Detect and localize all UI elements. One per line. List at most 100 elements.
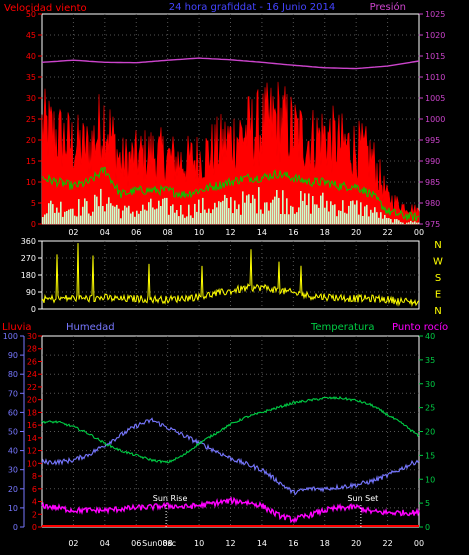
min-wind-bar [314, 204, 316, 224]
direction-line [41, 243, 420, 307]
min-wind-bar [276, 190, 278, 224]
humidity-tick-label: 40 [8, 447, 18, 456]
compass-letter: S [435, 273, 441, 284]
pressure-tick-label: 1010 [425, 73, 445, 82]
min-wind-bar [194, 203, 196, 224]
direction-tick-label: 0 [31, 305, 36, 314]
min-wind-bar [336, 216, 338, 224]
wind-x-tick-label: 08 [163, 228, 173, 237]
min-wind-bar [180, 205, 182, 224]
min-wind-bar [126, 207, 128, 224]
min-wind-bar [50, 200, 52, 224]
min-wind-bar [168, 214, 170, 224]
sunset-label: Sun Set [347, 494, 378, 503]
min-wind-bar [394, 219, 396, 224]
min-wind-bar [72, 208, 74, 224]
min-wind-bar [252, 194, 254, 224]
min-wind-bar [224, 194, 226, 224]
min-wind-bar [60, 201, 62, 224]
min-wind-bar [308, 193, 310, 224]
min-wind-bar [356, 200, 358, 224]
min-wind-bar [334, 204, 336, 224]
min-wind-bar [230, 197, 232, 224]
min-wind-bar [136, 210, 138, 224]
min-wind-bar [170, 206, 172, 224]
min-wind-bar [338, 210, 340, 224]
min-wind-bar [390, 219, 392, 224]
wind-x-tick-label: 20 [351, 228, 361, 237]
min-wind-bar [240, 214, 242, 224]
min-wind-bar [114, 206, 116, 224]
min-wind-bar [374, 207, 376, 224]
min-wind-bar [82, 206, 84, 224]
min-wind-bar [342, 200, 344, 224]
min-wind-bar [172, 204, 174, 224]
min-wind-bar [238, 204, 240, 224]
direction-tick-label: 270 [21, 254, 36, 263]
min-wind-bar [160, 206, 162, 224]
temp-x-tick-label: 22 [382, 539, 392, 548]
min-wind-bar [350, 201, 352, 224]
rain-tick-label: 26 [27, 357, 37, 366]
min-wind-bar [100, 188, 102, 224]
min-wind-bar [254, 198, 256, 224]
min-wind-bar [304, 193, 306, 224]
pressure-tick-label: 995 [425, 136, 440, 145]
wind-tick-label: 10 [26, 178, 36, 187]
humidity-tick-label: 0 [13, 523, 18, 532]
min-wind-bar [70, 208, 72, 224]
min-wind-bar [382, 218, 384, 224]
min-wind-bar [232, 213, 234, 224]
min-wind-bar [216, 207, 218, 224]
min-wind-bar [118, 208, 120, 224]
rain-tick-label: 6 [32, 485, 37, 494]
min-wind-bar [340, 210, 342, 224]
min-wind-bar [328, 211, 330, 224]
min-wind-bar [360, 202, 362, 224]
wind-tick-label: 30 [26, 94, 36, 103]
min-wind-bar [124, 205, 126, 224]
min-wind-bar [274, 196, 276, 224]
min-wind-bar [396, 219, 398, 224]
wind-line [41, 166, 420, 222]
pressure-right-axis-ticks: 975 980 985 990 995 1000 1005 1010 1015 1020 1025 [419, 10, 445, 229]
min-wind-bar [74, 215, 76, 224]
min-wind-bar [280, 214, 282, 224]
min-wind-bar [46, 213, 48, 224]
wind-left-axis-ticks: 0 5 10 15 20 25 30 35 40 45 50 [26, 10, 42, 229]
humidity-tick-label: 80 [8, 370, 18, 379]
direction-left-axis-ticks: 0 90 180 270 360 [21, 237, 42, 314]
min-wind-bar [310, 213, 312, 224]
min-wind-bar [300, 191, 302, 224]
min-wind-bar [56, 207, 58, 224]
rain-tick-label: 28 [27, 345, 37, 354]
temp-x-tick-label: 14 [257, 539, 267, 548]
pressure-tick-label: 1020 [425, 31, 445, 40]
temp-tick-label: 25 [425, 404, 435, 413]
min-wind-bar [288, 214, 290, 224]
min-wind-bar [318, 207, 320, 224]
min-wind-bar [154, 209, 156, 224]
temp-x-tick-label: 08 [163, 539, 173, 548]
min-wind-bar [128, 205, 130, 224]
wind-tick-label: 15 [26, 157, 36, 166]
min-wind-bar [42, 217, 44, 224]
wind-x-tick-label: 14 [257, 228, 267, 237]
min-wind-bar [96, 196, 98, 224]
humidity-label: Humedad [66, 322, 115, 333]
min-wind-bar [54, 212, 56, 224]
rain-tick-label: 4 [32, 498, 37, 507]
min-wind-bar [108, 197, 110, 224]
min-wind-bar [250, 203, 252, 224]
min-wind-bar [348, 205, 350, 224]
min-wind-bar [364, 206, 366, 224]
wind-tick-label: 25 [26, 115, 36, 124]
min-wind-bar [110, 203, 112, 224]
min-wind-bar [142, 204, 144, 224]
rain-tick-label: 0 [32, 523, 37, 532]
min-wind-bar [140, 210, 142, 224]
wind-left-label: Velocidad viento [4, 3, 87, 14]
min-wind-bar [220, 202, 222, 224]
humidity-tick-label: 10 [8, 504, 18, 513]
